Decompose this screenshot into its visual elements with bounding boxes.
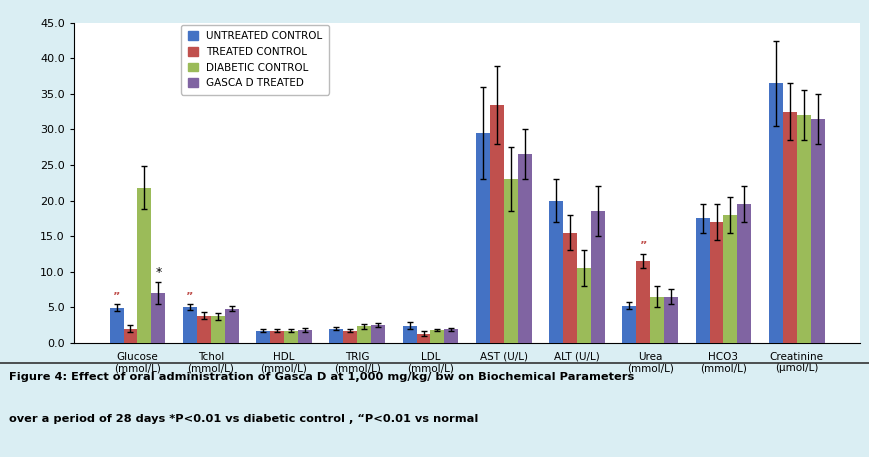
Text: over a period of 28 days *P<0.01 vs diabetic control , “P<0.01 vs normal: over a period of 28 days *P<0.01 vs diab… <box>9 414 478 424</box>
Bar <box>577 268 591 343</box>
Bar <box>490 105 504 343</box>
Bar <box>182 307 196 343</box>
Bar <box>710 222 724 343</box>
Bar <box>622 306 636 343</box>
Bar <box>371 325 385 343</box>
Bar <box>591 211 605 343</box>
Bar <box>329 329 343 343</box>
Bar <box>563 233 577 343</box>
Bar <box>783 112 797 343</box>
Bar <box>797 115 811 343</box>
Bar <box>109 308 123 343</box>
Bar <box>224 308 238 343</box>
Bar <box>430 330 444 343</box>
Bar <box>636 261 650 343</box>
Bar <box>416 334 430 343</box>
Bar <box>696 218 710 343</box>
Bar <box>196 316 210 343</box>
Text: ”: ” <box>640 241 647 251</box>
Bar <box>123 329 137 343</box>
Bar <box>664 297 678 343</box>
Bar <box>738 204 752 343</box>
Text: Figure 4: Effect of oral administration of Gasca D at 1,000 mg/kg/ bw on Biochem: Figure 4: Effect of oral administration … <box>9 372 634 383</box>
Bar <box>650 297 664 343</box>
Legend: UNTREATED CONTROL, TREATED CONTROL, DIABETIC CONTROL, GASCA D TREATED: UNTREATED CONTROL, TREATED CONTROL, DIAB… <box>182 25 328 95</box>
Bar <box>724 215 738 343</box>
Bar <box>151 293 165 343</box>
Bar <box>444 329 458 343</box>
Bar <box>811 119 825 343</box>
Bar <box>518 154 532 343</box>
Bar <box>769 83 783 343</box>
Bar <box>357 326 371 343</box>
Text: ”: ” <box>113 292 120 302</box>
Bar <box>256 331 270 343</box>
Bar <box>549 201 563 343</box>
Text: *: * <box>156 266 162 279</box>
Bar <box>402 326 416 343</box>
Bar <box>476 133 490 343</box>
Bar <box>270 331 284 343</box>
Bar <box>504 179 518 343</box>
Bar <box>298 330 312 343</box>
Bar <box>284 331 298 343</box>
Bar <box>137 188 151 343</box>
Text: ”: ” <box>186 292 194 302</box>
Bar <box>343 331 357 343</box>
Bar <box>210 316 224 343</box>
